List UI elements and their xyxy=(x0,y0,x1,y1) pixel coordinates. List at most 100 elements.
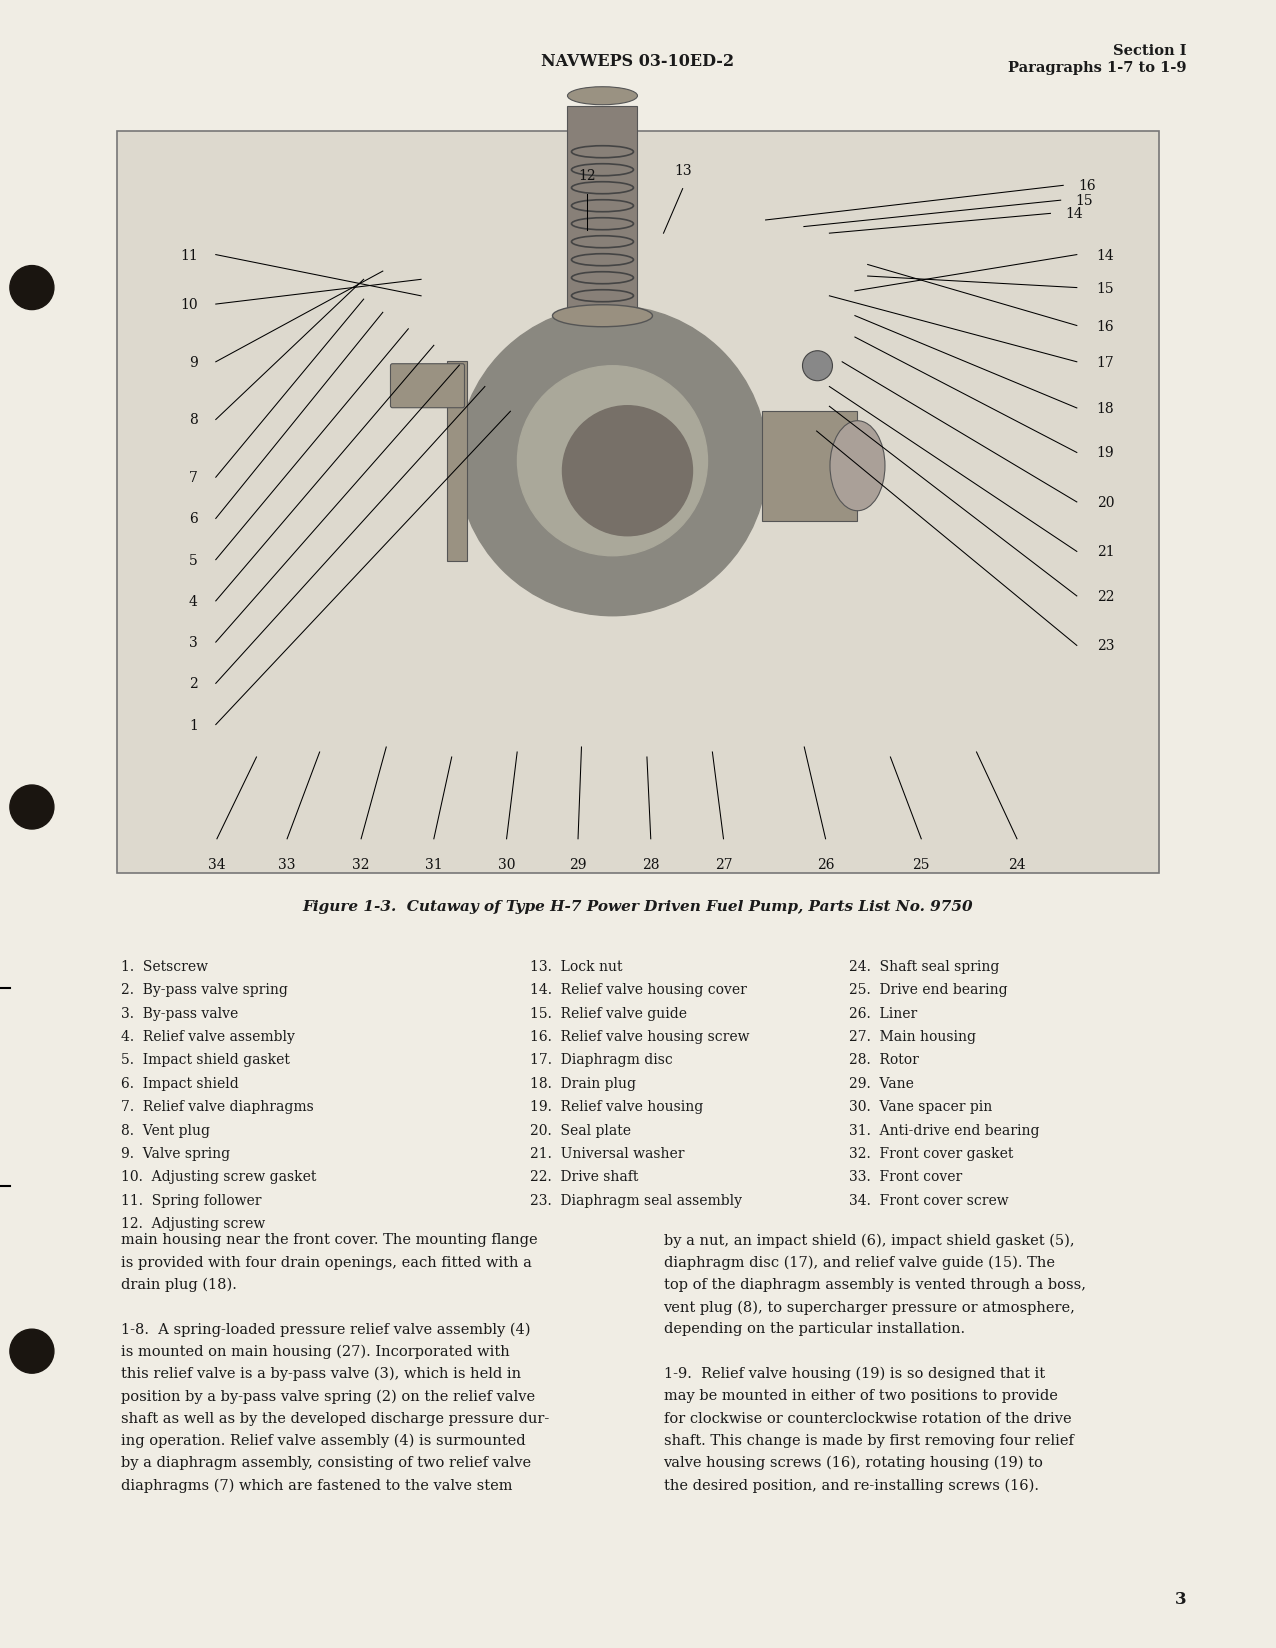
Text: 1-9.  Relief valve housing (19) is so designed that it: 1-9. Relief valve housing (19) is so des… xyxy=(664,1366,1045,1381)
Text: 22: 22 xyxy=(1097,590,1114,603)
Text: 16: 16 xyxy=(1078,180,1096,193)
Text: 19.  Relief valve housing: 19. Relief valve housing xyxy=(530,1099,703,1114)
Text: 26.  Liner: 26. Liner xyxy=(849,1005,916,1020)
Text: the desired position, and re-installing screws (16).: the desired position, and re-installing … xyxy=(664,1477,1039,1491)
Text: 3: 3 xyxy=(1175,1590,1187,1607)
Text: 2: 2 xyxy=(189,677,198,691)
Text: 11.  Spring follower: 11. Spring follower xyxy=(121,1193,262,1206)
Text: is provided with four drain openings, each fitted with a: is provided with four drain openings, ea… xyxy=(121,1256,532,1269)
Text: 20.  Seal plate: 20. Seal plate xyxy=(530,1122,630,1137)
Text: 3: 3 xyxy=(189,636,198,649)
Bar xyxy=(763,412,857,521)
Text: 6.  Impact shield: 6. Impact shield xyxy=(121,1076,239,1089)
Text: 23: 23 xyxy=(1097,639,1114,653)
Text: 12: 12 xyxy=(578,168,596,183)
Text: main housing near the front cover. The mounting flange: main housing near the front cover. The m… xyxy=(121,1233,538,1246)
Text: 5.  Impact shield gasket: 5. Impact shield gasket xyxy=(121,1053,290,1066)
Text: 13: 13 xyxy=(674,163,692,178)
Text: 2.  By-pass valve spring: 2. By-pass valve spring xyxy=(121,982,288,997)
Text: 17: 17 xyxy=(1097,356,1114,369)
Text: 22.  Drive shaft: 22. Drive shaft xyxy=(530,1170,638,1183)
Text: shaft. This change is made by first removing four relief: shaft. This change is made by first remo… xyxy=(664,1432,1073,1447)
Circle shape xyxy=(10,1330,54,1373)
Bar xyxy=(117,132,1159,873)
Text: 9: 9 xyxy=(189,356,198,369)
Text: may be mounted in either of two positions to provide: may be mounted in either of two position… xyxy=(664,1388,1058,1402)
Text: 23.  Diaphragm seal assembly: 23. Diaphragm seal assembly xyxy=(530,1193,741,1206)
Text: 4: 4 xyxy=(189,595,198,608)
Text: 29: 29 xyxy=(569,857,587,872)
Text: 15: 15 xyxy=(1076,194,1094,208)
Text: shaft as well as by the developed discharge pressure dur-: shaft as well as by the developed discha… xyxy=(121,1411,550,1424)
Text: for clockwise or counterclockwise rotation of the drive: for clockwise or counterclockwise rotati… xyxy=(664,1411,1071,1424)
Text: 21.  Universal washer: 21. Universal washer xyxy=(530,1147,684,1160)
Ellipse shape xyxy=(568,87,638,105)
Text: 5: 5 xyxy=(189,554,198,567)
Circle shape xyxy=(458,307,767,616)
Text: 3.  By-pass valve: 3. By-pass valve xyxy=(121,1005,239,1020)
Circle shape xyxy=(563,407,693,536)
Text: 7: 7 xyxy=(189,471,198,485)
Bar xyxy=(448,361,467,562)
Text: ing operation. Relief valve assembly (4) is surmounted: ing operation. Relief valve assembly (4)… xyxy=(121,1432,526,1447)
Text: 33.  Front cover: 33. Front cover xyxy=(849,1170,962,1183)
Text: 24.  Shaft seal spring: 24. Shaft seal spring xyxy=(849,959,999,972)
Circle shape xyxy=(10,267,54,310)
Text: 1.  Setscrew: 1. Setscrew xyxy=(121,959,208,972)
Text: 10.  Adjusting screw gasket: 10. Adjusting screw gasket xyxy=(121,1170,316,1183)
Text: 4.  Relief valve assembly: 4. Relief valve assembly xyxy=(121,1030,295,1043)
Text: 6: 6 xyxy=(189,513,198,526)
Text: 1: 1 xyxy=(189,719,198,732)
Text: 14.  Relief valve housing cover: 14. Relief valve housing cover xyxy=(530,982,746,997)
Text: by a nut, an impact shield (6), impact shield gasket (5),: by a nut, an impact shield (6), impact s… xyxy=(664,1233,1074,1248)
Text: 26: 26 xyxy=(817,857,835,872)
FancyBboxPatch shape xyxy=(390,364,464,409)
Text: by a diaphragm assembly, consisting of two relief valve: by a diaphragm assembly, consisting of t… xyxy=(121,1455,531,1468)
Text: 24: 24 xyxy=(1008,857,1026,872)
Text: 10: 10 xyxy=(180,298,198,311)
Text: 18.  Drain plug: 18. Drain plug xyxy=(530,1076,635,1089)
Text: diaphragm disc (17), and relief valve guide (15). The: diaphragm disc (17), and relief valve gu… xyxy=(664,1256,1054,1269)
Text: 27.  Main housing: 27. Main housing xyxy=(849,1030,976,1043)
Text: 31.  Anti-drive end bearing: 31. Anti-drive end bearing xyxy=(849,1122,1039,1137)
Text: 12.  Adjusting screw: 12. Adjusting screw xyxy=(121,1216,265,1231)
Text: vent plug (8), to supercharger pressure or atmosphere,: vent plug (8), to supercharger pressure … xyxy=(664,1299,1076,1313)
Text: 9.  Valve spring: 9. Valve spring xyxy=(121,1147,231,1160)
Text: 7.  Relief valve diaphragms: 7. Relief valve diaphragms xyxy=(121,1099,314,1114)
Circle shape xyxy=(10,786,54,829)
Text: 17.  Diaphragm disc: 17. Diaphragm disc xyxy=(530,1053,672,1066)
Text: depending on the particular installation.: depending on the particular installation… xyxy=(664,1322,965,1335)
Text: drain plug (18).: drain plug (18). xyxy=(121,1277,237,1292)
Text: 25: 25 xyxy=(912,857,930,872)
Text: 15: 15 xyxy=(1097,282,1114,295)
Text: Section I: Section I xyxy=(1113,44,1187,58)
Text: 32.  Front cover gasket: 32. Front cover gasket xyxy=(849,1147,1013,1160)
Text: top of the diaphragm assembly is vented through a boss,: top of the diaphragm assembly is vented … xyxy=(664,1277,1086,1290)
Text: 28: 28 xyxy=(642,857,660,872)
Text: this relief valve is a by-pass valve (3), which is held in: this relief valve is a by-pass valve (3)… xyxy=(121,1366,522,1381)
Circle shape xyxy=(518,366,707,557)
Text: 13.  Lock nut: 13. Lock nut xyxy=(530,959,621,972)
Text: 16.  Relief valve housing screw: 16. Relief valve housing screw xyxy=(530,1030,749,1043)
Text: NAVWEPS 03-10ED-2: NAVWEPS 03-10ED-2 xyxy=(541,53,735,69)
Ellipse shape xyxy=(803,351,832,381)
Bar xyxy=(568,107,638,316)
Text: position by a by-pass valve spring (2) on the relief valve: position by a by-pass valve spring (2) o… xyxy=(121,1388,536,1402)
Text: 33: 33 xyxy=(278,857,296,872)
Text: diaphragms (7) which are fastened to the valve stem: diaphragms (7) which are fastened to the… xyxy=(121,1477,513,1491)
Text: 32: 32 xyxy=(352,857,370,872)
Text: 14: 14 xyxy=(1097,249,1114,262)
Ellipse shape xyxy=(553,305,652,328)
Ellipse shape xyxy=(829,422,886,511)
Text: 1-8.  A spring-loaded pressure relief valve assembly (4): 1-8. A spring-loaded pressure relief val… xyxy=(121,1322,531,1337)
Text: 28.  Rotor: 28. Rotor xyxy=(849,1053,919,1066)
Text: 31: 31 xyxy=(425,857,443,872)
Text: 30: 30 xyxy=(498,857,516,872)
Text: 21: 21 xyxy=(1097,545,1114,559)
Text: Figure 1-3.  Cutaway of Type H-7 Power Driven Fuel Pump, Parts List No. 9750: Figure 1-3. Cutaway of Type H-7 Power Dr… xyxy=(302,900,974,913)
Text: 25.  Drive end bearing: 25. Drive end bearing xyxy=(849,982,1007,997)
Text: 11: 11 xyxy=(180,249,198,262)
Text: 34: 34 xyxy=(208,857,226,872)
Text: 8: 8 xyxy=(189,414,198,427)
Text: 20: 20 xyxy=(1097,496,1114,509)
